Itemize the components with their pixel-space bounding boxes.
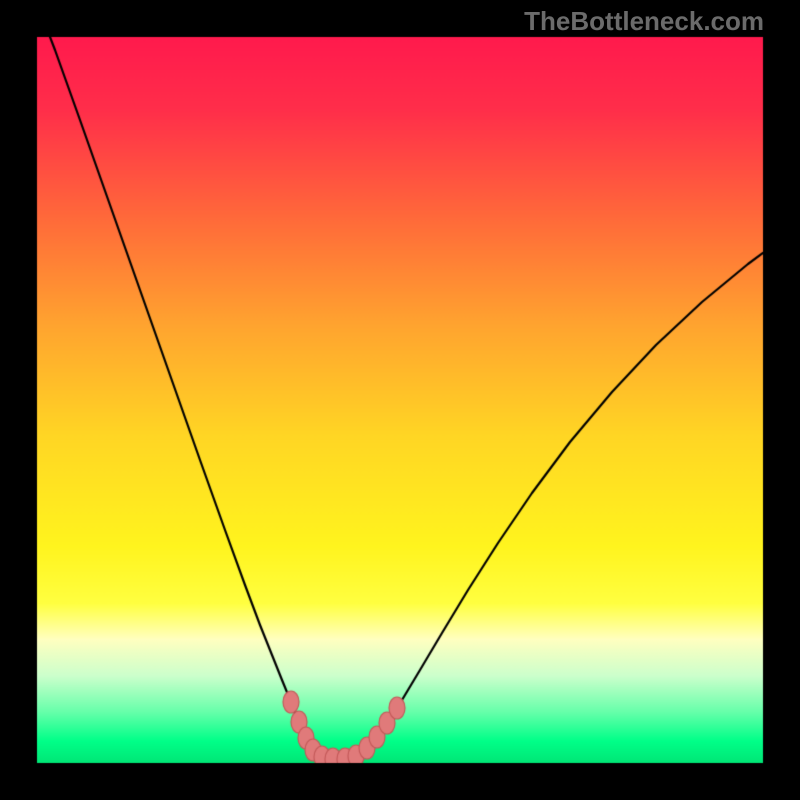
chart-stage: TheBottleneck.com (0, 0, 800, 800)
bottleneck-chart (0, 0, 800, 800)
